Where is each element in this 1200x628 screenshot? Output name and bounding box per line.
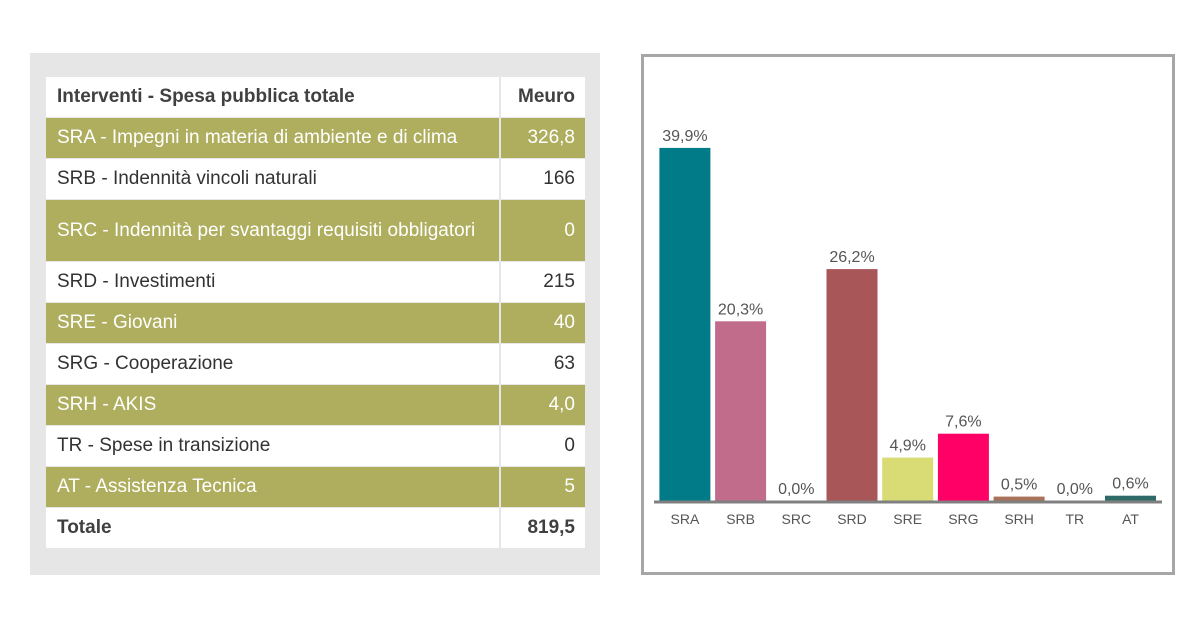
spending-table: Interventi - Spesa pubblica totale Meuro… — [46, 77, 585, 549]
table-header-row: Interventi - Spesa pubblica totale Meuro — [46, 77, 585, 118]
data-label-srh: 0,5% — [1001, 477, 1037, 494]
bar-srh — [993, 496, 1045, 501]
tick-label-srh: SRH — [1004, 511, 1034, 527]
bar-at — [1105, 495, 1156, 501]
table-row: SRG - Cooperazione 63 — [46, 344, 585, 385]
total-label: Totale — [46, 508, 501, 548]
data-label-sre: 4,9% — [889, 438, 925, 455]
row-value: 0 — [564, 219, 575, 241]
table-row: SRH - AKIS 4,0 — [46, 385, 585, 426]
tick-label-at: AT — [1122, 511, 1139, 527]
data-label-at: 0,6% — [1112, 476, 1148, 493]
data-label-srb: 20,3% — [718, 301, 763, 318]
data-label-srg: 7,6% — [945, 414, 981, 431]
table-total-row: Totale 819,5 — [46, 508, 585, 549]
row-value: 215 — [543, 271, 575, 292]
total-value: 819,5 — [527, 517, 575, 538]
row-label: SRC - Indennità per svantaggi requisiti … — [46, 200, 501, 261]
bar-chart: 39,9% SRA 20,3% SRB 0,0% SRC 26,2% SRD 4,9% SRE 7,… — [654, 128, 1162, 527]
table-row: SRA - Impegni in materia di ambiente e d… — [46, 118, 585, 159]
bar-sra — [659, 147, 711, 501]
header-unit: Meuro — [518, 86, 575, 107]
table-row: SRD - Investimenti 215 — [46, 262, 585, 303]
tick-label-sra: SRA — [671, 511, 700, 527]
bar-sre — [882, 457, 934, 501]
row-value: 4,0 — [548, 394, 575, 415]
tick-label-tr: TR — [1065, 511, 1084, 527]
row-label: SRA - Impegni in materia di ambiente e d… — [46, 118, 501, 158]
row-label: TR - Spese in transizione — [46, 426, 501, 466]
table-row: SRC - Indennità per svantaggi requisiti … — [46, 200, 585, 262]
data-label-srd: 26,2% — [829, 249, 874, 266]
data-label-tr: 0,0% — [1057, 481, 1093, 498]
chart-panel: 39,9% SRA 20,3% SRB 0,0% SRC 26,2% SRD 4,9% SRE 7,… — [641, 54, 1175, 575]
row-label: SRG - Cooperazione — [46, 344, 501, 384]
table-row: AT - Assistenza Tecnica 5 — [46, 467, 585, 508]
table-row: SRB - Indennità vincoli naturali 166 — [46, 159, 585, 200]
table-panel: Interventi - Spesa pubblica totale Meuro… — [30, 53, 600, 575]
row-value: 5 — [564, 476, 575, 497]
row-value: 0 — [564, 435, 575, 456]
bar-srd — [826, 269, 878, 501]
tick-label-srb: SRB — [726, 511, 755, 527]
row-value: 40 — [553, 312, 575, 333]
header-label: Interventi - Spesa pubblica totale — [46, 77, 501, 117]
tick-label-srd: SRD — [837, 511, 867, 527]
data-label-sra: 39,9% — [662, 128, 707, 145]
bar-srb — [715, 321, 767, 501]
row-label: SRH - AKIS — [46, 385, 501, 425]
tick-label-sre: SRE — [893, 511, 922, 527]
tick-label-src: SRC — [782, 511, 812, 527]
table-row: TR - Spese in transizione 0 — [46, 426, 585, 467]
row-label: SRD - Investimenti — [46, 262, 501, 302]
row-value: 166 — [543, 168, 575, 189]
table-row: SRE - Giovani 40 — [46, 303, 585, 344]
row-label: SRE - Giovani — [46, 303, 501, 343]
tick-label-srg: SRG — [948, 511, 978, 527]
bar-srg — [937, 433, 989, 501]
row-label: AT - Assistenza Tecnica — [46, 467, 501, 507]
row-value: 326,8 — [527, 127, 575, 148]
row-label: SRB - Indennità vincoli naturali — [46, 159, 501, 199]
row-value: 63 — [553, 353, 575, 374]
data-label-src: 0,0% — [778, 481, 814, 498]
